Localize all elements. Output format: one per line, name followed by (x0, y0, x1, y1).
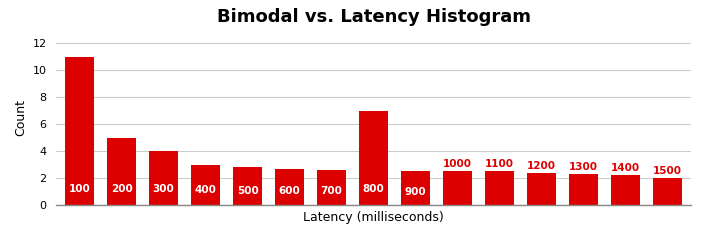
Y-axis label: Count: Count (14, 99, 27, 136)
Bar (569, 174, 599, 205)
Bar (401, 171, 430, 205)
Bar (233, 167, 262, 205)
Text: 400: 400 (195, 185, 216, 195)
Bar (359, 111, 388, 205)
Text: 600: 600 (278, 186, 300, 196)
Text: 500: 500 (237, 186, 259, 196)
Bar (107, 138, 136, 205)
Bar (653, 178, 682, 205)
Text: 1400: 1400 (611, 163, 640, 173)
Text: 1300: 1300 (569, 162, 599, 172)
Bar (443, 171, 472, 205)
Text: 100: 100 (68, 184, 90, 194)
X-axis label: Latency (milliseconds): Latency (milliseconds) (303, 210, 444, 224)
Text: 200: 200 (111, 184, 133, 194)
Text: 1200: 1200 (527, 161, 556, 171)
Bar (527, 173, 556, 205)
Text: 900: 900 (405, 186, 427, 196)
Text: 1500: 1500 (654, 166, 682, 176)
Bar (149, 151, 178, 205)
Bar (65, 57, 94, 205)
Text: 800: 800 (363, 184, 384, 194)
Bar (275, 169, 305, 205)
Bar (485, 171, 515, 205)
Title: Bimodal vs. Latency Histogram: Bimodal vs. Latency Histogram (216, 8, 531, 26)
Text: 1000: 1000 (443, 159, 472, 169)
Text: 700: 700 (321, 186, 343, 196)
Bar (317, 170, 346, 205)
Text: 1100: 1100 (485, 159, 514, 169)
Text: 300: 300 (153, 184, 174, 194)
Bar (191, 164, 220, 205)
Bar (611, 176, 640, 205)
